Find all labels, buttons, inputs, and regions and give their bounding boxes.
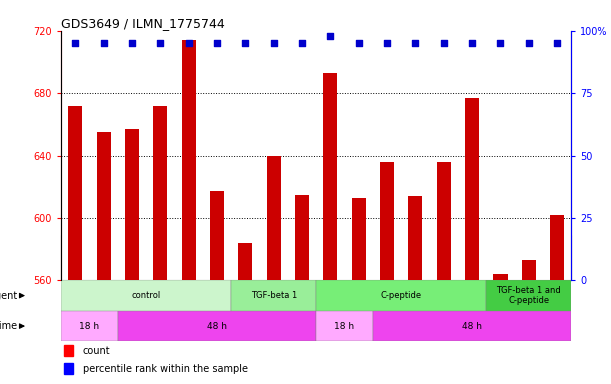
- Bar: [181, 40, 196, 280]
- Bar: [61, 311, 118, 341]
- Text: TGF-beta 1 and
C-peptide: TGF-beta 1 and C-peptide: [496, 286, 561, 305]
- Bar: [465, 98, 479, 280]
- Point: [439, 40, 448, 46]
- Point: [382, 40, 392, 46]
- Bar: [153, 106, 167, 280]
- Bar: [323, 73, 337, 280]
- Text: control: control: [131, 291, 161, 300]
- Point: [467, 40, 477, 46]
- Bar: [118, 311, 316, 341]
- Point: [354, 40, 364, 46]
- Point: [99, 40, 109, 46]
- Bar: [351, 198, 366, 280]
- Bar: [408, 196, 422, 280]
- Bar: [125, 129, 139, 280]
- Point: [297, 40, 307, 46]
- Bar: [64, 364, 73, 374]
- Bar: [61, 280, 231, 311]
- Text: agent: agent: [0, 291, 18, 301]
- Point: [127, 40, 137, 46]
- Text: 48 h: 48 h: [207, 321, 227, 331]
- Point: [552, 40, 562, 46]
- Bar: [316, 311, 373, 341]
- Bar: [68, 106, 82, 280]
- Point: [411, 40, 420, 46]
- Point: [496, 40, 505, 46]
- Bar: [373, 311, 571, 341]
- Bar: [210, 191, 224, 280]
- Text: GDS3649 / ILMN_1775744: GDS3649 / ILMN_1775744: [61, 17, 225, 30]
- Bar: [437, 162, 451, 280]
- Bar: [295, 195, 309, 280]
- Bar: [493, 274, 508, 280]
- Bar: [266, 156, 281, 280]
- Point: [269, 40, 279, 46]
- Text: percentile rank within the sample: percentile rank within the sample: [82, 364, 247, 374]
- Bar: [64, 345, 73, 356]
- Bar: [231, 280, 316, 311]
- Bar: [97, 132, 111, 280]
- Point: [70, 40, 80, 46]
- Point: [155, 40, 165, 46]
- Text: count: count: [82, 346, 110, 356]
- Bar: [238, 243, 252, 280]
- Bar: [486, 280, 571, 311]
- Text: 18 h: 18 h: [334, 321, 354, 331]
- Bar: [380, 162, 394, 280]
- Point: [184, 40, 194, 46]
- Bar: [522, 260, 536, 280]
- Text: C-peptide: C-peptide: [381, 291, 422, 300]
- Point: [212, 40, 222, 46]
- Bar: [316, 280, 486, 311]
- Bar: [550, 215, 564, 280]
- Point: [241, 40, 251, 46]
- Text: 18 h: 18 h: [79, 321, 100, 331]
- Point: [326, 33, 335, 39]
- Text: time: time: [0, 321, 18, 331]
- Point: [524, 40, 533, 46]
- Text: TGF-beta 1: TGF-beta 1: [251, 291, 297, 300]
- Text: 48 h: 48 h: [462, 321, 482, 331]
